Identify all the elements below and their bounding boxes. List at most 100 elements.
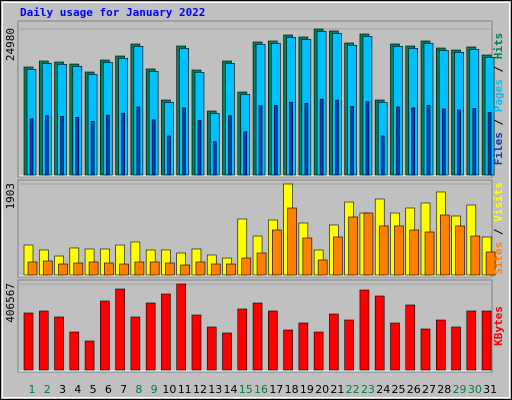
bar	[210, 263, 221, 276]
bar	[344, 319, 354, 371]
bar	[272, 229, 282, 276]
bar	[258, 105, 263, 176]
bar	[268, 310, 278, 371]
bar	[374, 295, 385, 371]
x-tick-label: 15	[239, 383, 253, 396]
bar	[38, 310, 49, 371]
bar	[104, 262, 114, 276]
bar	[424, 231, 435, 276]
bar	[149, 261, 160, 276]
bar	[411, 107, 416, 176]
bar	[75, 116, 80, 176]
bar	[441, 108, 446, 176]
x-tick-label: 12	[193, 383, 207, 396]
x-tick-label: 23	[361, 383, 375, 396]
bar	[487, 112, 492, 176]
bar	[363, 212, 374, 276]
bar	[365, 101, 370, 176]
x-tick-label: 16	[254, 383, 268, 396]
legend: Sites / Visits	[492, 182, 505, 275]
bar	[60, 115, 64, 176]
bar	[90, 121, 95, 176]
bar	[44, 115, 49, 176]
bar	[206, 326, 217, 371]
bar	[426, 105, 431, 176]
bar	[88, 261, 99, 276]
bar	[485, 251, 496, 276]
bar	[252, 302, 263, 371]
bar	[472, 108, 477, 176]
chart-title: Daily usage for January 2022	[20, 6, 205, 19]
bar	[350, 106, 354, 176]
x-tick-label: 18	[285, 383, 299, 396]
x-tick-label: 29	[453, 383, 467, 396]
legend: Files / Pages / Hits	[492, 33, 505, 166]
bar	[359, 289, 370, 371]
bar	[420, 328, 431, 371]
x-tick-label: 7	[120, 383, 127, 396]
bar	[197, 120, 202, 176]
bar	[151, 119, 156, 176]
bar	[439, 214, 450, 276]
bar	[119, 263, 129, 276]
bar	[451, 326, 461, 371]
legend-separator: /	[492, 59, 505, 79]
bar	[390, 322, 400, 371]
y-tick-label: 24980	[4, 28, 17, 61]
x-tick-label: 1	[29, 383, 36, 396]
bar	[298, 322, 309, 371]
bar	[329, 313, 339, 371]
y-tick-label: 1903	[4, 183, 17, 210]
legend-entry: Hits	[492, 33, 505, 60]
bar	[54, 316, 64, 371]
bar	[165, 262, 175, 276]
bar	[317, 259, 328, 276]
bar	[27, 261, 38, 276]
bar	[100, 300, 110, 371]
bar	[161, 293, 171, 371]
bar	[274, 105, 278, 176]
bar	[256, 252, 267, 276]
bar	[195, 261, 206, 276]
legend: KBytes	[492, 306, 505, 346]
bar	[191, 314, 202, 371]
bar	[84, 340, 95, 371]
x-tick-label: 20	[315, 383, 329, 396]
bar	[228, 115, 232, 176]
bar	[222, 332, 232, 371]
bar	[212, 141, 217, 176]
bar	[313, 331, 324, 371]
bar	[182, 107, 186, 176]
x-tick-label: 25	[391, 383, 405, 396]
bar	[457, 109, 461, 176]
bar	[180, 264, 190, 276]
bar	[29, 118, 34, 176]
bar	[466, 310, 477, 371]
legend-entry: KBytes	[492, 306, 505, 346]
y-tick-label: 406567	[4, 283, 17, 323]
bar	[134, 261, 145, 276]
bar	[283, 329, 293, 371]
x-tick-label: 24	[376, 383, 390, 396]
bar	[304, 102, 309, 176]
bar	[23, 312, 34, 371]
bar	[289, 101, 293, 176]
x-tick-label: 10	[162, 383, 176, 396]
bar	[409, 229, 420, 276]
x-tick-label: 4	[74, 383, 81, 396]
bar	[243, 131, 248, 176]
bar	[58, 263, 68, 276]
bar	[435, 319, 446, 371]
bar	[378, 225, 389, 276]
x-tick-label: 22	[346, 383, 360, 396]
bar	[348, 216, 358, 276]
bar	[470, 235, 481, 276]
bar	[302, 237, 313, 276]
legend-entry: Files	[492, 132, 505, 165]
bar	[130, 316, 141, 371]
bar	[319, 98, 324, 176]
bar	[115, 288, 125, 371]
x-tick-label: 3	[59, 383, 66, 396]
